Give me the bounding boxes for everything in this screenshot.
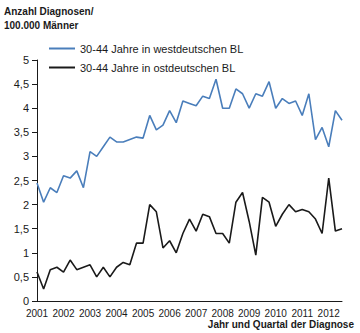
svg-text:2010: 2010 — [265, 308, 288, 319]
svg-text:3,5: 3,5 — [14, 126, 29, 138]
svg-text:2012: 2012 — [318, 308, 341, 319]
svg-text:2,5: 2,5 — [14, 175, 29, 187]
svg-text:2004: 2004 — [105, 308, 128, 319]
svg-text:2007: 2007 — [185, 308, 208, 319]
svg-text:4: 4 — [23, 102, 29, 114]
svg-text:2009: 2009 — [238, 308, 261, 319]
svg-text:30-44 Jahre in westdeutschen B: 30-44 Jahre in westdeutschen BL — [80, 43, 243, 55]
svg-text:0: 0 — [23, 295, 29, 307]
svg-text:2002: 2002 — [52, 308, 75, 319]
svg-text:2001: 2001 — [26, 308, 49, 319]
svg-text:3: 3 — [23, 150, 29, 162]
svg-text:4,5: 4,5 — [14, 78, 29, 90]
svg-text:5: 5 — [23, 54, 29, 66]
svg-text:Anzahl Diagnosen/: Anzahl Diagnosen/ — [4, 6, 94, 17]
svg-text:1,5: 1,5 — [14, 223, 29, 235]
svg-text:2011: 2011 — [291, 308, 313, 319]
svg-text:0,5: 0,5 — [14, 271, 29, 283]
svg-text:2: 2 — [23, 199, 29, 211]
svg-text:2003: 2003 — [79, 308, 102, 319]
svg-text:100.000 Männer: 100.000 Männer — [4, 20, 79, 31]
svg-text:1: 1 — [23, 247, 29, 259]
svg-text:30-44 Jahre in ostdeutschen BL: 30-44 Jahre in ostdeutschen BL — [80, 62, 235, 74]
svg-text:2005: 2005 — [132, 308, 155, 319]
svg-text:2006: 2006 — [158, 308, 181, 319]
svg-text:2008: 2008 — [212, 308, 235, 319]
svg-text:Jahr und Quartal der Diagnose: Jahr und Quartal der Diagnose — [208, 319, 355, 330]
